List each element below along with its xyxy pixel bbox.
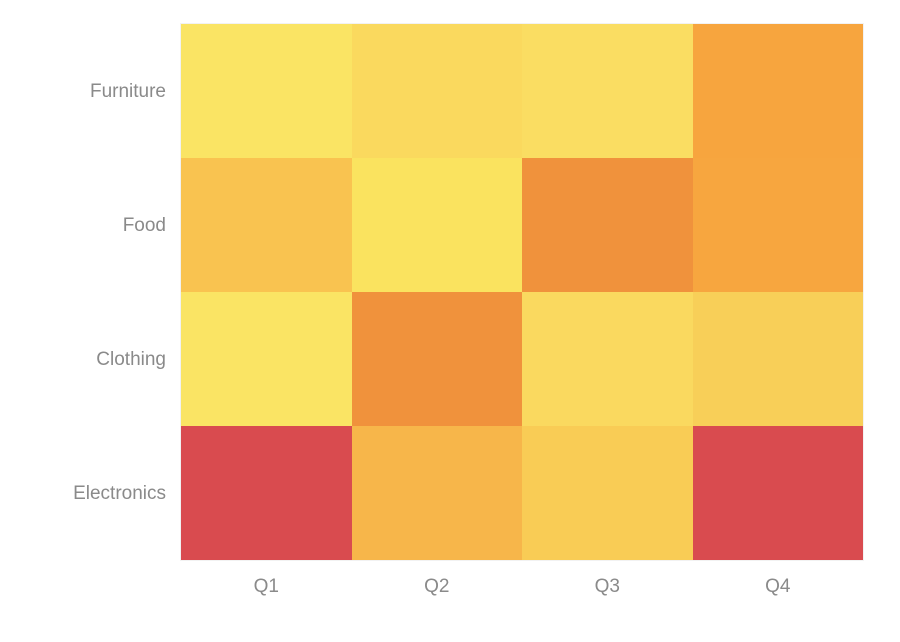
x-axis-label-q2: Q2 (424, 575, 450, 597)
x-axis-label-q1: Q1 (253, 575, 279, 597)
heatmap-cell-clothing-q2[interactable] (351, 292, 522, 426)
heatmap-cell-clothing-q4[interactable] (692, 292, 863, 426)
y-axis-label-furniture: Furniture (89, 80, 166, 102)
heatmap-cell-food-q3[interactable] (522, 158, 693, 292)
heatmap-cell-electronics-q2[interactable] (351, 426, 522, 560)
heatmap-cell-furniture-q1[interactable] (181, 24, 352, 158)
heatmap-cell-electronics-q1[interactable] (181, 426, 352, 560)
heatmap-cell-clothing-q3[interactable] (522, 292, 693, 426)
y-axis: Furniture Food Clothing Electronics (0, 24, 166, 560)
heatmap-cell-furniture-q4[interactable] (692, 24, 863, 158)
heatmap-cell-food-q2[interactable] (351, 158, 522, 292)
y-axis-label-clothing: Clothing (96, 348, 166, 370)
x-axis: Q1 Q2 Q3 Q4 (181, 560, 863, 612)
heatmap-cell-electronics-q4[interactable] (692, 426, 863, 560)
heatmap-cell-furniture-q2[interactable] (351, 24, 522, 158)
heatmap-cell-clothing-q1[interactable] (181, 292, 352, 426)
x-axis-label-q3: Q3 (594, 575, 620, 597)
y-axis-label-food: Food (122, 214, 166, 236)
heatmap-cell-food-q1[interactable] (181, 158, 352, 292)
y-axis-label-electronics: Electronics (73, 482, 166, 504)
heatmap-cell-electronics-q3[interactable] (522, 426, 693, 560)
heatmap-grid (180, 23, 864, 561)
heatmap-cell-food-q4[interactable] (692, 158, 863, 292)
x-axis-label-q4: Q4 (765, 575, 791, 597)
heatmap-cell-furniture-q3[interactable] (522, 24, 693, 158)
